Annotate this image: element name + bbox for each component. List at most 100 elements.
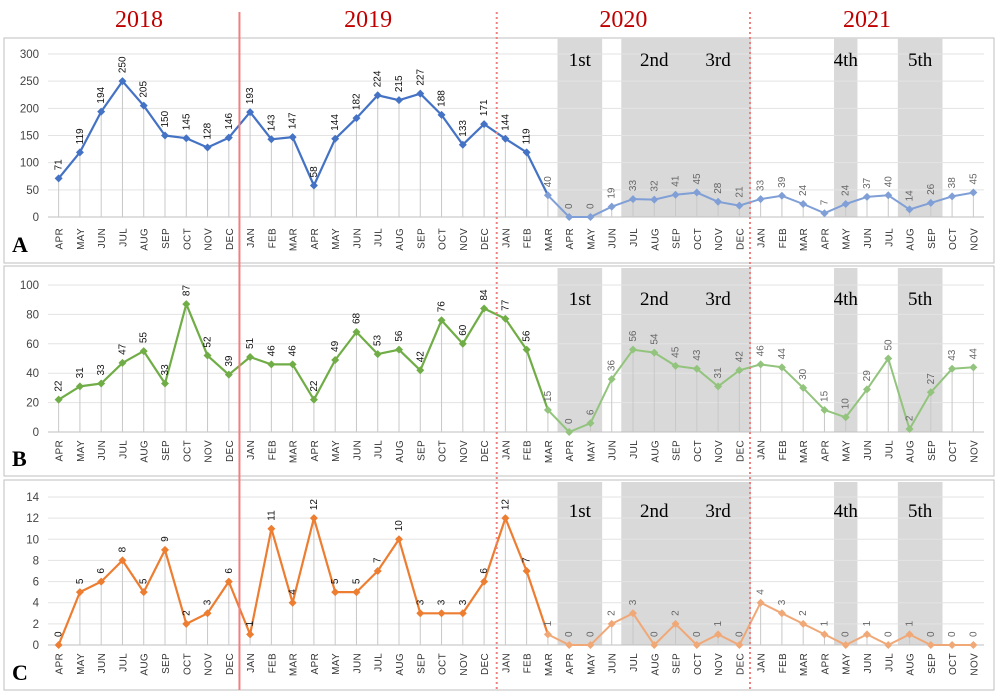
data-point xyxy=(565,641,574,649)
data-point xyxy=(182,300,191,309)
x-tick-label: MAY xyxy=(842,653,853,675)
data-label: 77 xyxy=(500,299,511,311)
data-label: 5 xyxy=(75,578,86,584)
data-label: 42 xyxy=(734,351,745,363)
wave-label-5: 5th xyxy=(908,501,933,522)
year-label-2020: 2020 xyxy=(599,7,647,33)
data-label: 2 xyxy=(671,610,682,616)
data-label: 41 xyxy=(671,175,682,187)
data-point xyxy=(714,382,723,391)
data-point xyxy=(182,134,191,143)
data-point xyxy=(373,350,382,359)
data-label: 42 xyxy=(415,351,426,363)
data-label: 56 xyxy=(522,330,533,342)
data-label: 68 xyxy=(351,312,362,324)
x-tick-label: SEP xyxy=(927,228,938,249)
data-point xyxy=(118,358,127,367)
x-tick-label: JUN xyxy=(608,653,619,673)
data-label: 50 xyxy=(883,339,894,351)
x-tick-label: OCT xyxy=(948,440,959,462)
y-tick-label: 50 xyxy=(26,185,39,197)
data-point xyxy=(841,199,850,208)
x-tick-label: JUN xyxy=(863,440,874,460)
y-tick-label: 0 xyxy=(33,640,39,652)
data-point xyxy=(437,110,446,119)
data-point xyxy=(203,351,212,360)
data-label: 44 xyxy=(968,348,979,360)
x-tick-label: JUN xyxy=(863,228,874,248)
data-label: 4 xyxy=(756,589,767,595)
data-point xyxy=(437,609,446,618)
data-point xyxy=(395,535,403,544)
x-tick-label: APR xyxy=(820,228,831,249)
data-label: 0 xyxy=(564,631,575,637)
data-point xyxy=(948,641,957,649)
data-label: 60 xyxy=(458,324,469,336)
data-label: 1 xyxy=(543,620,554,626)
data-label: 9 xyxy=(160,536,171,542)
x-tick-label: JAN xyxy=(757,228,768,248)
wave-label-1: 1st xyxy=(569,289,592,310)
y-tick-label: 200 xyxy=(20,103,39,115)
x-tick-label: JUL xyxy=(118,228,129,247)
x-tick-label: NOV xyxy=(459,228,470,251)
data-point xyxy=(565,213,574,221)
x-tick-label: JUN xyxy=(97,228,108,248)
x-tick-label: DEC xyxy=(735,228,746,250)
data-point xyxy=(884,354,893,363)
data-label: 3 xyxy=(437,599,448,605)
x-tick-label: AUG xyxy=(650,653,661,676)
wave-label-4: 4th xyxy=(834,50,859,71)
x-tick-label: OCT xyxy=(182,228,193,250)
panel-frame xyxy=(3,37,995,264)
y-tick-label: 300 xyxy=(20,49,39,61)
data-point xyxy=(756,360,765,369)
data-label: 24 xyxy=(841,184,852,196)
data-label: 52 xyxy=(203,336,214,348)
data-label: 21 xyxy=(734,186,745,198)
data-point xyxy=(607,375,616,384)
x-tick-label: AUG xyxy=(140,228,151,251)
x-tick-label: MAR xyxy=(799,440,810,463)
wave-band-5 xyxy=(897,268,943,432)
y-tick-label: 100 xyxy=(20,158,39,170)
x-tick-label: JUL xyxy=(629,440,640,459)
x-tick-label: APR xyxy=(55,228,66,249)
x-tick-label: FEB xyxy=(267,440,278,460)
data-label: 205 xyxy=(139,80,150,97)
data-label: 1 xyxy=(713,620,724,626)
data-point xyxy=(714,197,723,206)
x-tick-label: MAY xyxy=(586,440,597,462)
x-tick-label: SEP xyxy=(927,653,938,674)
data-point xyxy=(267,360,276,369)
data-label: 40 xyxy=(543,176,554,188)
y-tick-label: 40 xyxy=(26,368,39,380)
y-tick-label: 80 xyxy=(26,309,39,321)
data-label: 1 xyxy=(819,620,830,626)
data-point xyxy=(288,598,297,607)
data-label: 39 xyxy=(777,176,788,188)
year-label-2021: 2021 xyxy=(843,7,891,33)
x-tick-label: JUN xyxy=(352,653,363,673)
data-point xyxy=(501,314,510,323)
data-point xyxy=(97,379,106,388)
x-tick-label: JAN xyxy=(757,440,768,460)
data-label: 45 xyxy=(692,173,703,185)
x-tick-label: MAR xyxy=(799,228,810,251)
data-label: 84 xyxy=(479,289,490,301)
data-point xyxy=(671,619,680,628)
data-point xyxy=(416,609,425,618)
x-tick-label: AUG xyxy=(140,653,151,676)
x-tick-label: JUN xyxy=(97,440,108,460)
data-label: 2 xyxy=(798,610,809,616)
data-label: 22 xyxy=(54,380,65,392)
data-label: 0 xyxy=(585,631,596,637)
data-point xyxy=(969,363,978,372)
data-point xyxy=(650,348,659,357)
x-tick-label: NOV xyxy=(714,653,725,676)
x-tick-label: JUN xyxy=(863,653,874,673)
panel-frame xyxy=(3,479,995,691)
x-tick-label: OCT xyxy=(693,228,704,250)
data-point xyxy=(288,360,297,369)
